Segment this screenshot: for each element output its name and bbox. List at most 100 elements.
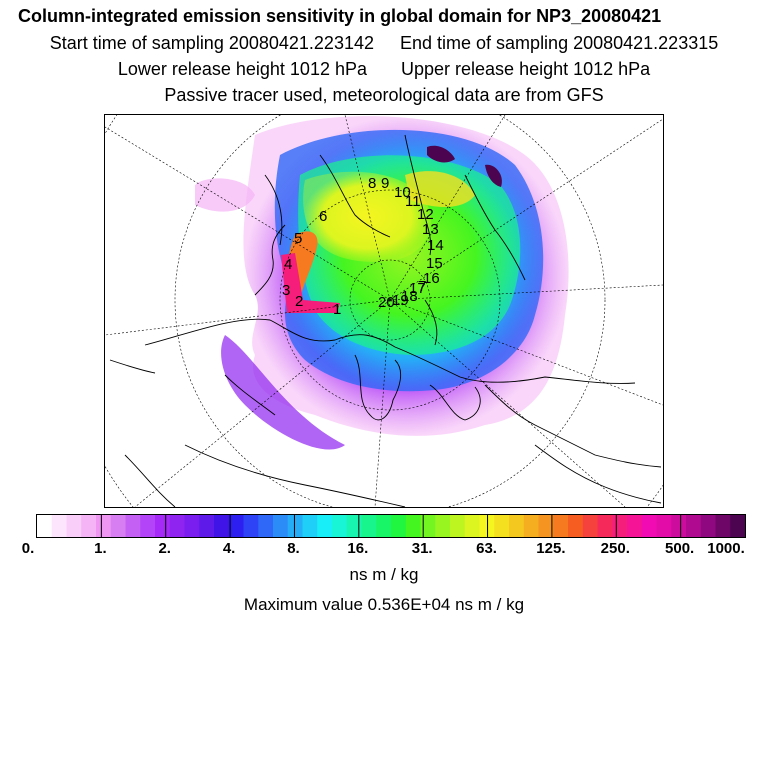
colorbar-swatch — [317, 515, 333, 537]
upper-release-height: Upper release height 1012 hPa — [401, 59, 651, 79]
colorbar-tick-label: 1000. — [707, 540, 745, 557]
colorbar-swatch — [37, 515, 53, 537]
plume-magenta — [281, 253, 340, 313]
coastlines — [109, 134, 662, 507]
colorbar-swatch — [361, 515, 377, 537]
hotspot — [485, 164, 502, 187]
point-label: 13 — [422, 221, 439, 238]
colorbar-tick-label: 500. — [665, 540, 695, 557]
point-label: 10 — [394, 184, 411, 201]
plot-title: Column-integrated emission sensitivity i… — [18, 6, 662, 26]
colorbar-swatch — [169, 515, 185, 537]
colorbar-swatch — [243, 515, 259, 537]
colorbar-swatch — [494, 515, 510, 537]
colorbar-swatch — [420, 515, 436, 537]
colorbar-swatch — [258, 515, 274, 537]
point-label: 2 — [295, 293, 303, 310]
point-label: 16 — [423, 270, 440, 287]
colorbar-swatch — [671, 515, 687, 537]
colorbar-swatch — [509, 515, 525, 537]
colorbar-tick-label: 1. — [94, 540, 107, 557]
colorbar-tick-label: 8. — [287, 540, 300, 557]
colorbar-swatch — [376, 515, 392, 537]
point-label: 20 — [378, 294, 395, 311]
sensitivity-field: 1 2 3 4 5 6 7 8 9 10 11 12 13 14 15 16 1… — [105, 115, 663, 507]
colorbar-swatch — [582, 515, 598, 537]
colorbar-swatch — [656, 515, 672, 537]
hotspot — [427, 145, 455, 163]
sampling-times: Start time of sampling 20080421.223142 En… — [0, 33, 768, 54]
colorbar-swatch — [96, 515, 112, 537]
colorbar-swatch — [464, 515, 480, 537]
colorbar-tick-label: 125. — [536, 540, 566, 557]
point-label: 7 — [418, 278, 426, 295]
colorbar-swatch — [214, 515, 230, 537]
lower-release-height: Lower release height 1012 hPa — [117, 59, 367, 79]
point-label: 19 — [392, 292, 409, 309]
colorbar-swatch — [686, 515, 702, 537]
point-label: 9 — [381, 175, 389, 192]
colorbar-tick-label: 16. — [347, 540, 369, 557]
point-label: 14 — [427, 237, 444, 254]
plume-purple-south — [221, 335, 345, 450]
colorbar-swatch — [155, 515, 171, 537]
colorbar-swatch — [273, 515, 289, 537]
point-label: 3 — [282, 282, 290, 299]
colorbar-swatch — [184, 515, 200, 537]
colorbar-swatch — [199, 515, 215, 537]
colorbar-swatch — [597, 515, 613, 537]
plume-yellow — [303, 171, 431, 262]
colorbar-swatch — [391, 515, 407, 537]
point-label: 5 — [294, 230, 302, 247]
point-label: 12 — [417, 206, 434, 223]
colorbar-swatches — [37, 515, 745, 537]
polar-map: 1 2 3 4 5 6 7 8 9 10 11 12 13 14 15 16 1… — [104, 114, 664, 508]
colorbar-swatch — [538, 515, 554, 537]
colorbar — [36, 514, 746, 538]
colorbar-tick-label: 31. — [411, 540, 433, 557]
colorbar-swatch — [715, 515, 731, 537]
colorbar-swatch — [302, 515, 318, 537]
start-time: Start time of sampling 20080421.223142 — [49, 33, 374, 53]
colorbar-swatch — [627, 515, 643, 537]
colorbar-swatch — [140, 515, 156, 537]
colorbar-swatch — [700, 515, 716, 537]
graticule — [105, 115, 663, 507]
point-label: 11 — [405, 193, 421, 210]
colorbar-swatch — [641, 515, 657, 537]
colorbar-tick-label: 63. — [476, 540, 497, 557]
colorbar-swatch — [568, 515, 584, 537]
colorbar-swatch — [110, 515, 126, 537]
colorbar-swatch — [435, 515, 451, 537]
colorbar-swatch — [553, 515, 569, 537]
point-label: 17 — [409, 280, 426, 297]
end-time: End time of sampling 20080421.223315 — [400, 33, 719, 53]
colorbar-swatch — [405, 515, 421, 537]
colorbar-tick-label: 4. — [222, 540, 236, 557]
plume-yellow-east — [405, 171, 475, 207]
colorbar-units: ns m / kg — [349, 565, 419, 584]
colorbar-swatch — [332, 515, 348, 537]
colorbar-swatch — [125, 515, 141, 537]
colorbar-swatch — [228, 515, 244, 537]
maximum-value: Maximum value 0.536E+04 ns m / kg — [243, 595, 525, 614]
plume-fringe — [195, 178, 255, 212]
trajectory-labels: 1 2 3 4 5 6 7 8 9 10 11 12 13 14 15 16 1… — [282, 175, 444, 318]
colorbar-swatch — [287, 515, 303, 537]
colorbar-swatch — [450, 515, 466, 537]
colorbar-swatch — [523, 515, 539, 537]
colorbar-tick-label: 250. — [600, 540, 630, 557]
tracer-info: Passive tracer used, meteorological data… — [164, 85, 604, 105]
point-label: 15 — [426, 255, 443, 272]
colorbar-swatch — [51, 515, 67, 537]
point-label: 18 — [401, 288, 418, 305]
colorbar-tick-label: 0. — [21, 540, 35, 557]
colorbar-swatch — [612, 515, 628, 537]
release-heights: Lower release height 1012 hPa Upper relea… — [0, 59, 768, 80]
point-label: 8 — [368, 175, 376, 192]
colorbar-swatch — [346, 515, 362, 537]
point-label: 1 — [333, 301, 341, 318]
point-label: 4 — [284, 256, 292, 273]
colorbar-tick-label: 2. — [158, 540, 171, 557]
colorbar-swatch — [81, 515, 97, 537]
